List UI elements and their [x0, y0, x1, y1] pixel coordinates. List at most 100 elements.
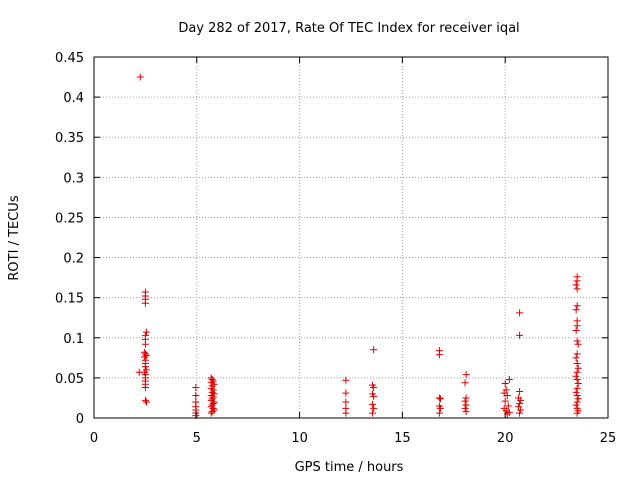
data-point — [573, 322, 581, 330]
data-point — [573, 368, 581, 376]
y-tick-label: 0.3 — [63, 171, 84, 186]
data-point — [574, 340, 582, 348]
data-point — [572, 372, 580, 380]
data-point — [370, 346, 378, 354]
data-point — [573, 359, 581, 367]
data-point — [516, 388, 524, 396]
data-point — [141, 396, 149, 404]
data-point — [369, 409, 377, 417]
data-point — [517, 396, 525, 404]
data-point — [369, 400, 377, 408]
data-point — [461, 397, 469, 405]
data-point — [207, 409, 215, 417]
data-point — [370, 384, 378, 392]
data-point — [505, 375, 513, 383]
data-point — [572, 281, 580, 289]
data-point — [342, 376, 350, 384]
data-point — [573, 398, 581, 406]
y-tick-label: 0.2 — [63, 252, 84, 267]
x-axis-label: GPS time / hours — [295, 460, 404, 475]
data-point — [572, 354, 580, 362]
data-point — [208, 401, 216, 409]
data-point — [435, 394, 443, 402]
data-point — [573, 384, 581, 392]
data-point — [502, 407, 510, 415]
data-point — [435, 409, 443, 417]
data-point — [462, 408, 470, 416]
data-point — [516, 309, 524, 317]
data-point — [574, 380, 582, 388]
gridlines — [94, 57, 608, 418]
data-point — [208, 408, 216, 416]
plot-frame — [93, 56, 609, 419]
data-point — [141, 350, 149, 358]
y-tick-label: 0 — [76, 412, 84, 427]
data-point — [573, 277, 581, 285]
x-tick-label: 5 — [193, 431, 201, 446]
data-point — [142, 328, 150, 336]
data-point — [208, 375, 216, 383]
data-point — [503, 392, 511, 400]
x-tick-label: 20 — [497, 431, 514, 446]
data-point — [573, 302, 581, 310]
data-point — [516, 331, 524, 339]
data-point — [461, 404, 469, 412]
axis-ticks: 0 0.05 0.1 0.15 0.2 0.25 0.3 0.35 0.4 0.45 0 5 10 15 2… — [55, 51, 616, 446]
data-point — [370, 392, 378, 400]
data-point — [342, 398, 350, 406]
data-point — [462, 371, 470, 379]
data-point — [516, 400, 524, 408]
data-point — [142, 398, 150, 406]
data-point — [141, 363, 149, 371]
y-tick-label: 0.1 — [63, 332, 84, 347]
data-point — [210, 390, 218, 398]
data-point — [517, 406, 525, 414]
data-point — [574, 395, 582, 403]
y-tick-label: 0.15 — [55, 292, 84, 307]
x-tick-label: 25 — [600, 431, 617, 446]
data-point — [435, 351, 443, 359]
y-axis-label: ROTI / TECUs — [7, 195, 22, 280]
data-point — [574, 364, 582, 372]
data-point — [573, 409, 581, 417]
data-point — [141, 384, 149, 392]
data-point — [573, 375, 581, 383]
y-tick-label: 0.45 — [55, 51, 84, 66]
data-points — [135, 73, 582, 420]
data-point — [503, 410, 511, 418]
data-point — [140, 353, 148, 361]
data-point — [461, 379, 469, 387]
data-point — [573, 350, 581, 358]
data-point — [573, 392, 581, 400]
data-point — [342, 409, 350, 417]
data-point — [462, 394, 470, 402]
data-point — [141, 340, 149, 348]
y-tick-label: 0.05 — [55, 372, 84, 387]
data-point — [209, 404, 217, 412]
data-point — [136, 73, 144, 81]
data-point — [516, 409, 524, 417]
data-point — [573, 337, 581, 345]
data-point — [573, 285, 581, 293]
data-point — [342, 389, 350, 397]
y-tick-label: 0.25 — [55, 211, 84, 226]
data-point — [504, 402, 512, 410]
data-point — [436, 404, 444, 412]
y-tick-label: 0.4 — [63, 91, 84, 106]
data-point — [572, 388, 580, 396]
x-tick-label: 0 — [90, 431, 98, 446]
data-point — [192, 384, 200, 392]
y-tick-label: 0.35 — [55, 131, 84, 146]
data-point — [572, 401, 580, 409]
data-point — [462, 401, 470, 409]
data-point — [436, 395, 444, 403]
data-point — [501, 397, 509, 405]
data-point — [141, 299, 149, 307]
x-tick-label: 10 — [291, 431, 308, 446]
data-point — [572, 306, 580, 314]
data-point — [572, 327, 580, 335]
data-point — [370, 404, 378, 412]
chart-title: Day 282 of 2017, Rate Of TEC Index for r… — [178, 21, 519, 36]
data-point — [192, 392, 200, 400]
